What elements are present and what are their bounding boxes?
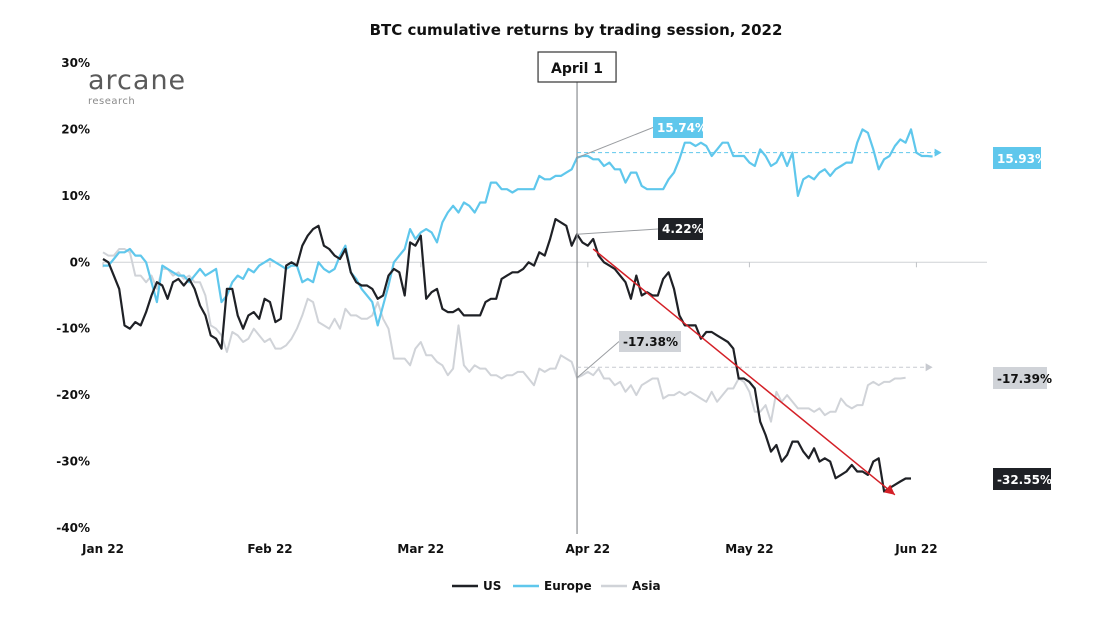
series-line-asia — [102, 248, 906, 423]
y-tick-label: 10% — [61, 189, 90, 203]
y-tick-label: -10% — [56, 322, 90, 336]
x-tick-label: Feb 22 — [247, 542, 292, 556]
callout-box-europe — [653, 117, 703, 138]
end-label-box-europe — [993, 147, 1041, 169]
end-label-box-asia — [993, 367, 1047, 389]
end-label-us: -32.55% — [997, 473, 1052, 487]
legend: US Europe Asia — [452, 579, 661, 593]
annotation-layer: April 1 15.74% 4.22% -17.38% 15.93% -17.39% -3… — [537, 51, 1052, 534]
y-tick-label: 20% — [61, 122, 90, 136]
series-layer — [102, 128, 933, 493]
x-tick-label: Apr 22 — [565, 542, 610, 556]
europe-reference-arrowhead — [934, 148, 942, 157]
logo-tagline: research — [88, 96, 136, 107]
x-tick-label: Mar 22 — [397, 542, 444, 556]
y-tick-label: -20% — [56, 388, 90, 402]
y-tick-label: 30% — [61, 56, 90, 70]
end-label-europe: 15.93% — [997, 152, 1047, 166]
y-tick-label: -30% — [56, 455, 90, 469]
x-tick-label: Jun 22 — [894, 542, 937, 556]
callout-box-us — [658, 218, 703, 240]
april-marker-label: April 1 — [551, 61, 603, 77]
callout-leader-europe — [576, 127, 654, 159]
chart-title: BTC cumulative returns by trading sessio… — [370, 21, 783, 39]
x-axis: Jan 22 Feb 22 Mar 22 Apr 22 May 22 Jun 22 — [81, 262, 938, 556]
trend-arrow-line — [592, 248, 896, 496]
callout-label-europe: 15.74% — [657, 121, 707, 135]
callout-leader-us — [577, 228, 659, 235]
april-marker-box — [537, 51, 617, 83]
y-axis: 30% 20% 10% 0% -10% -20% -30% -40% — [56, 56, 987, 535]
y-tick-label: -40% — [56, 521, 90, 535]
legend-label-europe: Europe — [544, 579, 592, 593]
asia-reference-arrowhead — [925, 363, 933, 372]
arcane-logo: arcane research — [88, 66, 186, 108]
callout-label-asia: -17.38% — [623, 335, 678, 349]
series-line-us — [102, 218, 911, 493]
x-tick-label: Jan 22 — [81, 542, 124, 556]
y-tick-label: 0% — [70, 255, 90, 269]
callout-box-asia — [619, 331, 681, 352]
end-label-asia: -17.39% — [997, 372, 1052, 386]
trend-arrowhead — [883, 484, 895, 495]
callout-leader-asia — [576, 341, 620, 379]
logo-wordmark: arcane — [88, 65, 187, 96]
x-tick-label: May 22 — [725, 542, 773, 556]
series-line-europe — [103, 128, 933, 327]
end-label-box-us — [993, 468, 1051, 490]
legend-label-asia: Asia — [632, 579, 661, 593]
legend-label-us: US — [483, 579, 501, 593]
callout-label-us: 4.22% — [662, 222, 704, 236]
